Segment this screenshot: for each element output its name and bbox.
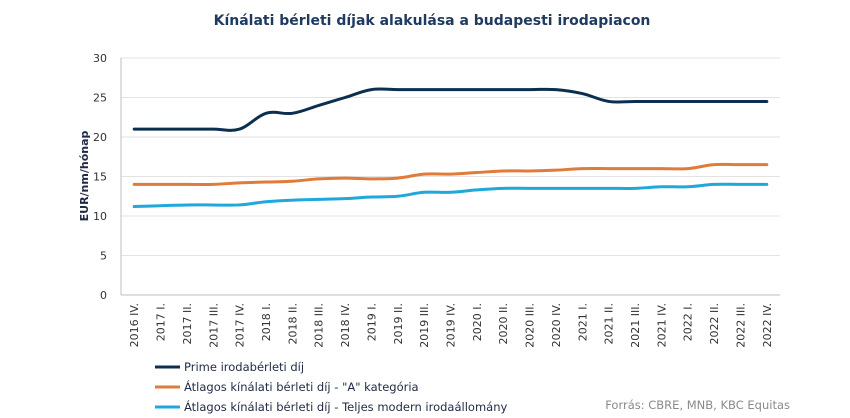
x-tick-label: 2019 II. [392, 303, 405, 344]
x-axis-ticks: 2016 IV. 2017 I. 2017 II. 2017 III. 2017 IV.… [128, 303, 774, 348]
x-tick-label: 2018 II. [286, 303, 299, 344]
x-tick-label: 2017 II. [181, 303, 194, 344]
gridlines [121, 57, 780, 296]
x-tick-label: 2017 III. [207, 303, 220, 348]
x-tick-label: 2017 IV. [234, 303, 247, 347]
x-tick-label: 2021 IV. [655, 303, 668, 347]
y-tick-label: 5 [100, 250, 107, 263]
x-tick-label: 2018 IV. [339, 303, 352, 347]
y-tick-label: 15 [93, 171, 107, 184]
y-axis-ticks: 0 5 10 15 20 25 30 [93, 52, 107, 302]
x-tick-label: 2022 II. [708, 303, 721, 344]
x-tick-label: 2021 I. [576, 303, 589, 341]
series-lines [132, 87, 769, 209]
x-tick-label: 2021 III. [629, 303, 642, 348]
source-note: Forrás: CBRE, MNB, KBC Equitas [605, 398, 790, 412]
y-tick-label: 0 [100, 289, 107, 302]
legend: Prime irodabérleti díj Átlagos kínálati b… [155, 360, 507, 414]
x-tick-label: 2020 III. [524, 303, 537, 348]
y-tick-label: 25 [93, 92, 107, 105]
x-tick-label: 2022 IV. [761, 303, 774, 347]
y-tick-label: 20 [93, 131, 107, 144]
x-tick-label: 2022 III. [734, 303, 747, 348]
x-tick-label: 2016 IV. [128, 303, 141, 347]
x-tick-label: 2021 II. [603, 303, 616, 344]
x-tick-label: 2018 I. [260, 303, 273, 341]
y-axis-label: EUR/nm/hónap [78, 130, 91, 221]
x-tick-label: 2018 III. [313, 303, 326, 348]
x-tick-label: 2019 IV. [445, 303, 458, 347]
legend-label-1: Prime irodabérleti díj [184, 360, 304, 374]
y-tick-label: 10 [93, 210, 107, 223]
x-tick-label: 2022 I. [682, 303, 695, 341]
legend-label-3: Átlagos kínálati bérleti díj - Teljes mo… [184, 399, 507, 414]
legend-label-2: Átlagos kínálati bérleti díj - "A" kateg… [184, 379, 419, 394]
series-line-1 [132, 87, 769, 132]
x-tick-label: 2019 III. [418, 303, 431, 348]
x-tick-label: 2020 I. [471, 303, 484, 341]
series-line-3 [132, 182, 769, 209]
x-tick-label: 2020 II. [497, 303, 510, 344]
chart-title: Kínálati bérleti díjak alakulása a budap… [214, 13, 651, 29]
x-tick-label: 2020 IV. [550, 303, 563, 347]
x-tick-label: 2019 I. [365, 303, 378, 341]
y-tick-label: 30 [93, 52, 107, 65]
series-line-2 [132, 162, 769, 187]
x-tick-label: 2017 I. [155, 303, 168, 341]
